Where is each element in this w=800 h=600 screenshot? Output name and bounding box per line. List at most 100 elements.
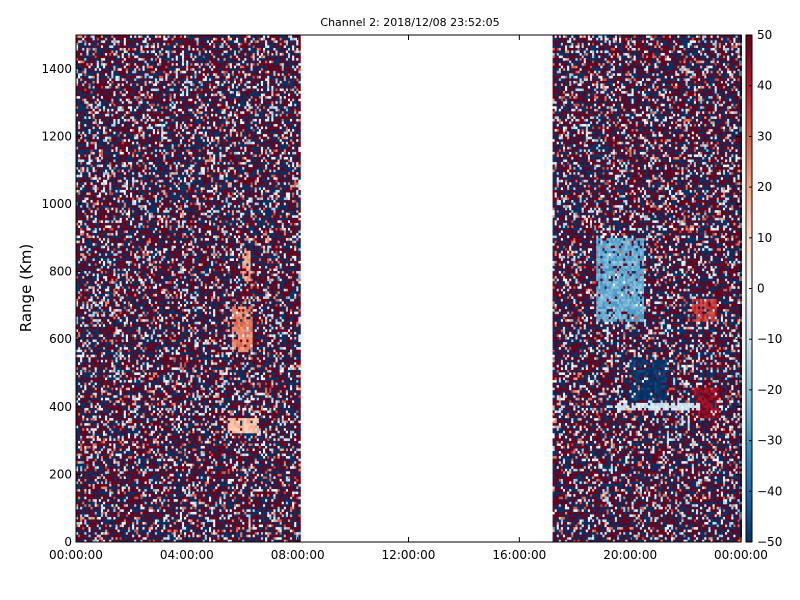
heatmap-cell: [111, 503, 114, 507]
heatmap-cell: [94, 329, 98, 332]
heatmap-cell: [125, 430, 129, 434]
heatmap-cell: [82, 253, 85, 256]
heatmap-cell: [92, 83, 96, 86]
heatmap-cell: [80, 98, 83, 102]
heatmap-cell: [107, 412, 110, 416]
heatmap-cell: [121, 100, 125, 104]
heatmap-cell: [78, 179, 81, 183]
heatmap-cell: [94, 174, 98, 178]
heatmap-cell: [78, 501, 81, 505]
heatmap-cell: [82, 377, 85, 381]
heatmap-cell: [109, 199, 112, 203]
heatmap-cell: [113, 488, 116, 492]
heatmap-cell: [80, 387, 83, 391]
heatmap-cell: [88, 529, 91, 533]
heatmap-cell: [88, 503, 91, 507]
heatmap-cell: [84, 260, 87, 264]
heatmap-cell: [92, 85, 96, 89]
heatmap-cell: [84, 275, 87, 279]
heatmap-cell: [100, 88, 104, 92]
heatmap-cell: [86, 430, 89, 434]
heatmap-cell: [117, 511, 120, 515]
heatmap-cell: [105, 516, 108, 520]
heatmap-cell: [94, 88, 98, 92]
heatmap-cell: [121, 65, 125, 69]
heatmap-cell: [111, 121, 114, 125]
heatmap-cell: [117, 75, 120, 79]
heatmap-cell: [96, 476, 100, 479]
heatmap-cell: [76, 516, 79, 520]
heatmap-cell: [90, 156, 93, 160]
heatmap-cell: [98, 501, 102, 505]
heatmap-cell: [82, 133, 85, 137]
heatmap-cell: [111, 516, 114, 520]
heatmap-cell: [86, 301, 89, 305]
heatmap-cell: [121, 159, 125, 163]
heatmap-cell: [76, 306, 79, 310]
heatmap-cell: [88, 498, 91, 502]
heatmap-cell: [86, 154, 89, 157]
heatmap-cell: [82, 397, 85, 401]
heatmap-cell: [105, 536, 108, 540]
heatmap-cell: [90, 389, 93, 393]
heatmap-cell: [82, 516, 85, 520]
heatmap-cell: [113, 184, 116, 188]
heatmap-cell: [80, 141, 83, 145]
heatmap-cell: [107, 52, 110, 56]
heatmap-cell: [76, 164, 79, 168]
heatmap-cell: [113, 362, 116, 365]
heatmap-cell: [115, 476, 118, 479]
heatmap-cell: [113, 47, 116, 51]
heatmap-cell: [105, 156, 108, 160]
heatmap-cell: [76, 189, 79, 193]
heatmap-cell: [92, 204, 96, 208]
heatmap-cell: [115, 174, 118, 178]
heatmap-cell: [86, 237, 89, 241]
heatmap-cell: [113, 285, 116, 289]
heatmap-cell: [105, 73, 108, 76]
heatmap-cell: [82, 534, 85, 538]
heatmap-cell: [94, 493, 98, 497]
heatmap-cell: [82, 326, 85, 330]
heatmap-cell: [76, 382, 79, 386]
heatmap-cell: [115, 209, 118, 213]
heatmap-cell: [98, 529, 102, 533]
heatmap-cell: [121, 394, 125, 398]
heatmap-cell: [123, 367, 127, 370]
heatmap-cell: [105, 392, 108, 396]
heatmap-cell: [86, 258, 89, 261]
heatmap-cell: [121, 88, 125, 92]
heatmap-cell: [88, 296, 91, 299]
heatmap-cell: [76, 308, 79, 312]
heatmap-cell: [103, 377, 106, 381]
heatmap-cell: [109, 440, 112, 444]
heatmap-cell: [90, 296, 93, 299]
heatmap-cell: [109, 189, 112, 193]
heatmap-cell: [121, 108, 125, 112]
heatmap-cell: [119, 298, 123, 302]
heatmap-cell: [111, 169, 114, 173]
heatmap-cell: [84, 55, 87, 59]
heatmap-cell: [92, 293, 96, 297]
heatmap-cell: [111, 402, 114, 406]
heatmap-cell: [88, 374, 91, 378]
heatmap-cell: [78, 184, 81, 188]
heatmap-cell: [94, 146, 98, 150]
heatmap-cell: [107, 296, 110, 299]
heatmap-cell: [107, 250, 110, 254]
heatmap-cell: [109, 412, 112, 416]
heatmap-cell: [84, 473, 87, 477]
heatmap-cell: [105, 62, 108, 66]
heatmap-cell: [107, 118, 110, 122]
heatmap-cell: [84, 197, 87, 201]
heatmap-cell: [80, 359, 83, 363]
heatmap-cell: [96, 105, 100, 109]
heatmap-cell: [90, 435, 93, 439]
heatmap-cell: [76, 214, 79, 218]
heatmap-cell: [119, 364, 123, 368]
heatmap-cell: [117, 166, 120, 170]
heatmap-cell: [78, 498, 81, 502]
heatmap-cell: [109, 156, 112, 160]
heatmap-cell: [76, 443, 79, 446]
heatmap-cell: [96, 103, 100, 107]
